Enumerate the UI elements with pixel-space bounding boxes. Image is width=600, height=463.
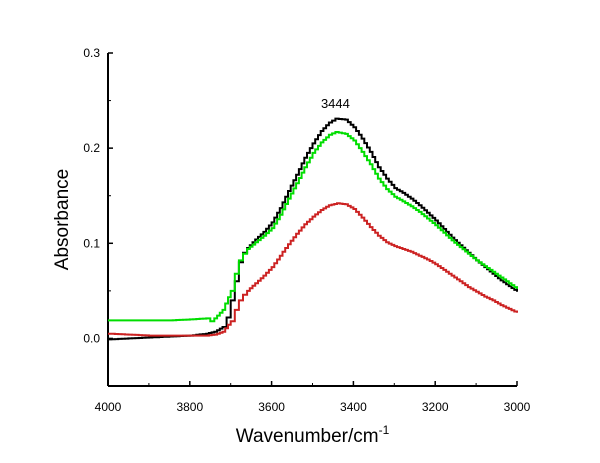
- x-axis-label-superscript: -1: [379, 423, 390, 437]
- x-tick-label: 4000: [95, 400, 122, 414]
- y-tick-label: 0.1: [83, 236, 100, 250]
- y-ticks: 0.0 0.1 0.2 0.3: [83, 46, 113, 387]
- x-axis-label-text: Wavenumber/cm: [236, 426, 379, 447]
- series-line-2: [108, 131, 518, 323]
- x-tick-label: 3000: [504, 400, 531, 414]
- y-axis-label: Absorbance: [52, 169, 73, 270]
- y-tick-label: 0.2: [83, 141, 100, 155]
- y-tick-label: 0.3: [83, 46, 100, 60]
- y-tick-label: 0.0: [83, 331, 100, 345]
- series-line-3: [108, 202, 518, 337]
- x-tick-label: 3800: [176, 400, 203, 414]
- x-tick-label: 3400: [340, 400, 367, 414]
- annotation-group: 3444: [321, 96, 350, 111]
- x-tick-label: 3200: [422, 400, 449, 414]
- series-group: [108, 117, 518, 341]
- x-ticks: 4000 3800 3600 3400 3200 3000: [95, 381, 531, 414]
- peak-annotation: 3444: [321, 96, 350, 111]
- x-axis-label: Wavenumber/cm-1: [236, 423, 390, 447]
- series-line-1: [108, 117, 518, 341]
- x-tick-label: 3600: [258, 400, 285, 414]
